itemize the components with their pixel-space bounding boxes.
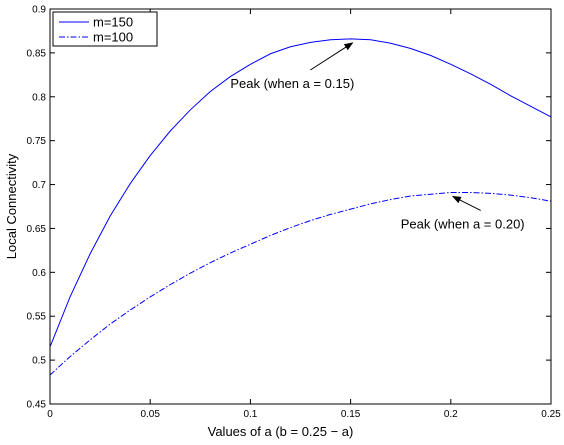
- y-tick-label: 0.6: [32, 268, 46, 279]
- y-tick-label: 0.5: [32, 356, 46, 367]
- x-tick-label: 0: [47, 409, 53, 420]
- y-tick-label: 0.65: [27, 224, 47, 235]
- x-axis-title: Values of a (b = 0.25 − a): [208, 424, 354, 439]
- annotation-label: Peak (when a = 0.20): [401, 216, 525, 231]
- legend-label: m=150: [93, 15, 133, 30]
- y-axis-title: Local Connectivity: [4, 153, 19, 259]
- legend-label: m=100: [93, 30, 133, 45]
- x-tick-label: 0.05: [140, 409, 160, 420]
- annotation-arrow: [451, 196, 481, 211]
- x-tick-label: 0.2: [444, 409, 458, 420]
- annotation-label: Peak (when a = 0.15): [230, 76, 354, 91]
- x-tick-label: 0.25: [541, 409, 561, 420]
- y-tick-label: 0.45: [27, 400, 47, 411]
- x-tick-label: 0.15: [341, 409, 361, 420]
- y-tick-label: 0.75: [27, 136, 47, 147]
- y-tick-label: 0.7: [32, 180, 46, 191]
- legend-box: [52, 11, 158, 47]
- annotation-arrow: [310, 42, 354, 71]
- y-tick-label: 0.8: [32, 92, 46, 103]
- x-tick-label: 0.1: [243, 409, 257, 420]
- y-tick-label: 0.55: [27, 312, 47, 323]
- series-line-m-150: [49, 38, 552, 348]
- plot-area-frame: [49, 8, 552, 405]
- y-tick-label: 0.9: [32, 5, 46, 16]
- y-tick-label: 0.85: [27, 48, 47, 59]
- series-line-m-100: [49, 191, 552, 376]
